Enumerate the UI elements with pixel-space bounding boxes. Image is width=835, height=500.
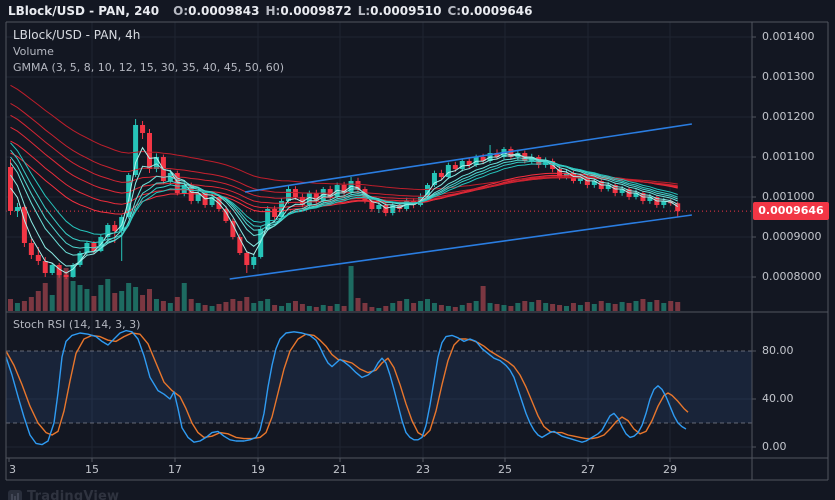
symbol-title[interactable]: LBlock/USD - PAN, 240 xyxy=(8,4,160,18)
volume-bars xyxy=(8,266,681,311)
stoch-rsi-label[interactable]: Stoch RSI (14, 14, 3, 3) xyxy=(13,318,141,331)
time-axis-label: 29 xyxy=(663,463,677,476)
price-axis-label: 0.001000 xyxy=(762,190,815,203)
time-axis-label: 25 xyxy=(498,463,512,476)
symbol-info-bar: LBlock/USD - PAN, 240 O:0.0009843 H:0.000… xyxy=(0,0,835,22)
ohlc-label: O: xyxy=(173,4,189,18)
stoch-rsi-lines xyxy=(5,329,689,446)
time-axis-label: 19 xyxy=(251,463,265,476)
stoch-axis-label: 40.00 xyxy=(762,392,794,405)
gmma-lines xyxy=(10,84,678,274)
time-axis-label: 23 xyxy=(416,463,430,476)
legend-volume-indicator[interactable]: Volume xyxy=(13,45,54,58)
price-axis-label: 0.001400 xyxy=(762,30,815,43)
price-axis-label: 0.001200 xyxy=(762,110,815,123)
pane-borders xyxy=(5,21,829,481)
price-axis-label: 0.001300 xyxy=(762,70,815,83)
stoch-axis-label: 0.00 xyxy=(762,440,787,453)
price-axis-label: 0.001100 xyxy=(762,150,815,163)
ohlc-values: O:0.0009843 H:0.0009872 L:0.0009510 C:0.000… xyxy=(167,4,532,18)
time-axis-label: 3 xyxy=(9,463,16,476)
tradingview-logo-text: TradingView xyxy=(27,489,120,500)
legend-symbol[interactable]: LBlock/USD - PAN, 4h xyxy=(13,28,141,42)
time-axis-label: 27 xyxy=(581,463,595,476)
trendlines[interactable] xyxy=(229,123,693,280)
ohlc-value: 0.0009843 xyxy=(188,4,260,18)
tradingview-logo-icon xyxy=(8,489,22,500)
gridlines xyxy=(6,22,752,458)
stoch-axis-label: 80.00 xyxy=(762,344,794,357)
stoch-rsi-pane xyxy=(6,350,752,424)
time-axis-label: 17 xyxy=(168,463,182,476)
ohlc-label: C: xyxy=(447,4,462,18)
ohlc-label: L: xyxy=(357,4,371,18)
last-price-tag: 0.0009646 xyxy=(753,202,829,221)
ohlc-label: H: xyxy=(265,4,281,18)
ohlc-value: 0.0009510 xyxy=(370,4,442,18)
time-axis-label: 21 xyxy=(333,463,347,476)
ohlc-value: 0.0009646 xyxy=(461,4,533,18)
ohlc-value: 0.0009872 xyxy=(280,4,352,18)
legend-gmma-indicator[interactable]: GMMA (3, 5, 8, 10, 12, 15, 30, 35, 40, 4… xyxy=(13,61,285,74)
chart-legend: LBlock/USD - PAN, 4h Volume GMMA (3, 5, … xyxy=(13,27,284,76)
tradingview-watermark[interactable]: TradingView xyxy=(8,489,119,500)
price-axis-label: 0.0008000 xyxy=(762,270,822,283)
price-axis-label: 0.0009000 xyxy=(762,230,822,243)
time-axis-label: 15 xyxy=(85,463,99,476)
